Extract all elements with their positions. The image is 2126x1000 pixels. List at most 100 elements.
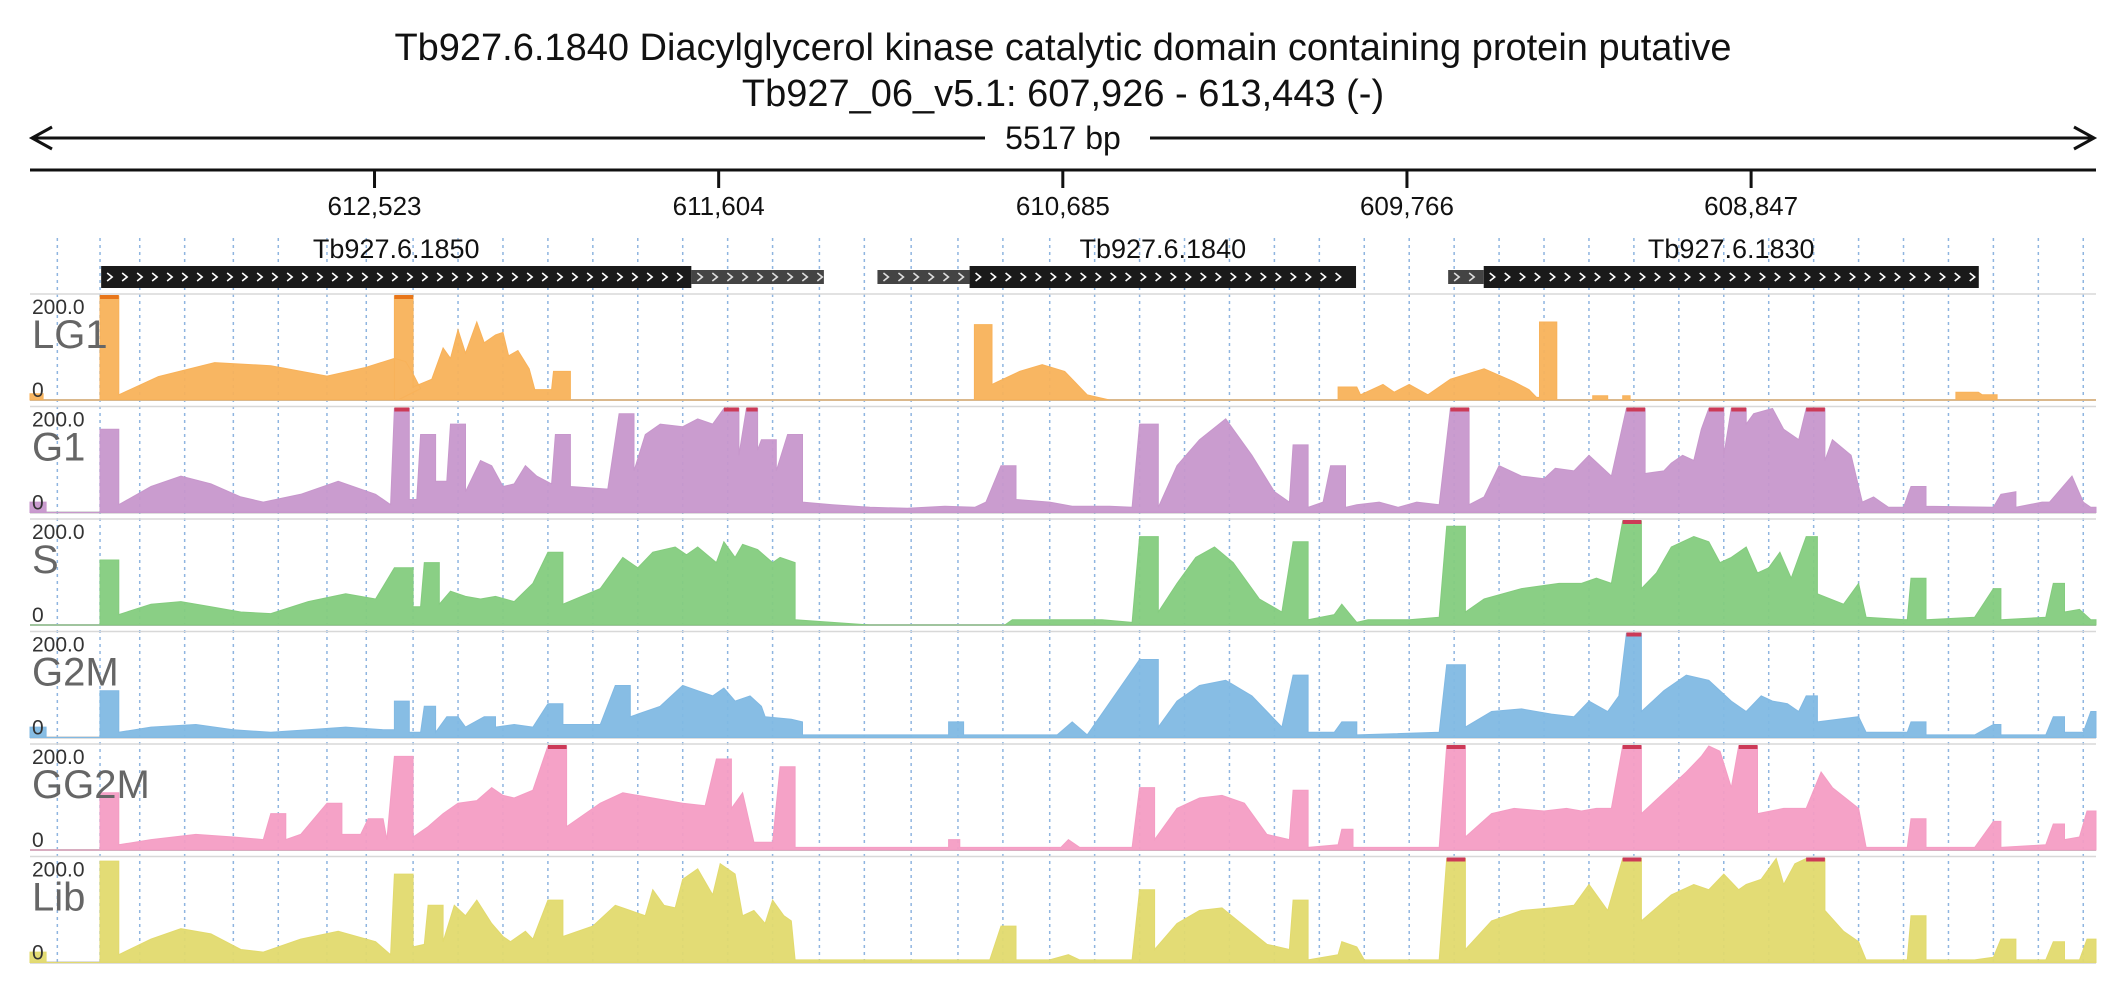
strand-chevron — [496, 272, 504, 282]
strand-chevron — [1468, 272, 1476, 282]
clipping-marker — [1806, 407, 1825, 412]
coverage-area — [30, 745, 2097, 851]
track-scale-max: 200.0 — [32, 409, 85, 432]
strand-chevron — [1609, 272, 1617, 282]
gene-utr — [1448, 270, 1484, 284]
track-name-label: GG2M — [32, 763, 150, 807]
strand-chevron — [1564, 272, 1572, 282]
track-scale-min: 0 — [32, 717, 44, 740]
strand-chevron — [1684, 272, 1692, 282]
clipping-marker — [1626, 407, 1646, 412]
axis-tick-label: 608,847 — [1704, 191, 1798, 221]
strand-chevron — [1305, 272, 1312, 282]
strand-chevron — [346, 272, 354, 282]
strand-chevron — [226, 272, 234, 282]
track-scale-min: 0 — [32, 942, 44, 965]
strand-chevron — [1260, 272, 1267, 282]
strand-chevron — [1759, 272, 1767, 282]
strand-chevron — [376, 272, 384, 282]
gene-cds — [969, 266, 1357, 288]
clipping-marker — [1806, 857, 1825, 862]
strand-chevron — [741, 272, 749, 282]
strand-chevron — [1849, 272, 1857, 282]
strand-chevron — [1489, 272, 1497, 282]
clipping-marker — [1446, 745, 1466, 749]
strand-chevron — [756, 272, 764, 282]
coverage-track-g1: 200.0 0 G1 — [29, 405, 2097, 515]
strand-chevron — [436, 272, 444, 282]
gene-title: Tb927.6.1840 Diacylglycerol kinase catal… — [394, 27, 1732, 69]
strand-chevron — [786, 272, 794, 282]
gene-utr — [877, 270, 970, 284]
track-name-label: S — [32, 538, 59, 582]
coverage-area — [30, 520, 2097, 626]
strand-chevron — [1185, 272, 1192, 282]
strand-chevron — [1549, 272, 1557, 282]
strand-chevron — [1804, 272, 1812, 282]
strand-chevron — [1290, 272, 1297, 282]
strand-chevron — [166, 272, 174, 282]
axis-tick-label: 612,523 — [328, 191, 422, 221]
clipping-marker — [100, 295, 119, 299]
strand-chevron — [1230, 272, 1237, 282]
strand-chevron — [1453, 272, 1461, 282]
clipping-marker — [1622, 857, 1642, 862]
strand-chevron — [1594, 272, 1602, 282]
strand-chevron — [1335, 272, 1342, 282]
strand-chevron — [406, 272, 414, 282]
track-name-label: G2M — [32, 651, 119, 695]
strand-chevron — [1245, 272, 1252, 282]
strand-chevron — [1050, 272, 1057, 282]
strand-chevron — [331, 272, 339, 282]
strand-chevron — [286, 272, 294, 282]
clipping-marker — [1708, 407, 1724, 412]
strand-chevron — [1834, 272, 1842, 282]
coverage-track-lib: 200.0 0 Lib — [29, 855, 2097, 965]
axis-tick-label: 611,604 — [673, 191, 765, 221]
strand-chevron — [882, 272, 890, 282]
genomic-coordinates-title: Tb927_06_v5.1: 607,926 - 613,443 (-) — [741, 73, 1385, 115]
coverage-area — [29, 295, 2096, 401]
strand-chevron — [1005, 272, 1012, 282]
coverage-track-g2m: 200.0 0 G2M — [29, 630, 2097, 740]
coordinate-axis: 612,523 611,604 610,685 609,766 608,847 — [30, 168, 2096, 221]
strand-chevron — [1624, 272, 1632, 282]
track-name-label: G1 — [32, 426, 85, 470]
strand-chevron — [1095, 272, 1102, 282]
strand-chevron — [1654, 272, 1662, 282]
strand-chevron — [912, 272, 920, 282]
clipping-marker — [1626, 632, 1642, 637]
strand-chevron — [196, 272, 204, 282]
strand-chevron — [1909, 272, 1917, 282]
coverage-area — [29, 633, 2097, 738]
strand-chevron — [1140, 272, 1147, 282]
strand-chevron — [466, 272, 474, 282]
strand-chevron — [1714, 272, 1722, 282]
coverage-area — [29, 407, 2097, 513]
track-scale-max: 200.0 — [32, 634, 85, 657]
strand-chevron — [631, 272, 639, 282]
gene-label: Tb927.6.1840 — [1079, 234, 1246, 264]
strand-chevron — [1125, 272, 1132, 282]
strand-chevron — [771, 272, 779, 282]
clipping-marker — [1731, 407, 1747, 412]
gene-cds — [1483, 266, 1979, 288]
strand-chevron — [136, 272, 144, 282]
gene-model: Tb927.6.1830 — [1448, 234, 1979, 288]
strand-chevron — [316, 272, 324, 282]
strand-chevron — [1729, 272, 1737, 282]
clipping-marker — [1450, 407, 1470, 412]
strand-chevron — [1080, 272, 1087, 282]
clipping-marker — [746, 407, 758, 412]
strand-chevron — [1864, 272, 1872, 282]
clipping-marker — [1738, 745, 1758, 749]
strand-chevron — [1504, 272, 1512, 282]
strand-chevron — [106, 272, 114, 282]
strand-chevron — [942, 272, 950, 282]
strand-chevron — [571, 272, 579, 282]
strand-chevron — [990, 272, 997, 282]
strand-chevron — [511, 272, 519, 282]
track-scale-min: 0 — [32, 604, 44, 627]
strand-chevron — [241, 272, 249, 282]
strand-chevron — [256, 272, 264, 282]
